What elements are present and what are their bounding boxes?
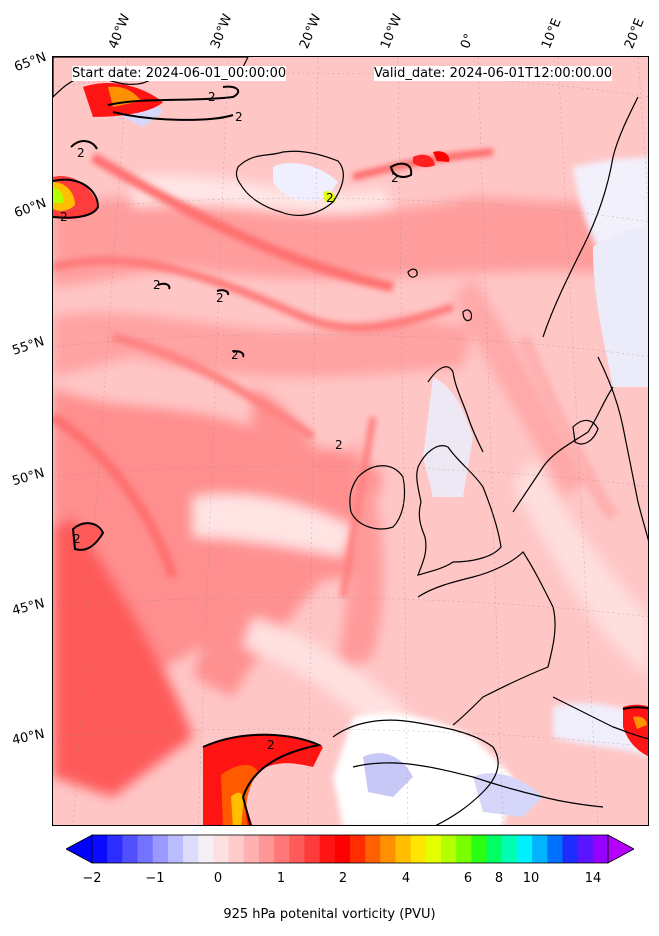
contour-label: 2 (60, 210, 68, 224)
coast-ireland (349, 465, 406, 530)
colorbar-bin (501, 835, 518, 863)
colorbar-tick: 0 (213, 871, 223, 886)
contour-label: 2 (326, 191, 334, 205)
contour-labels: 2 2 2 2 2 2 2 2 2 2 2 2 (60, 90, 399, 752)
lon-label-0: 0° (458, 31, 478, 51)
colorbar-bin (152, 835, 169, 863)
contour-label: 2 (73, 532, 81, 546)
coast-britain (416, 445, 502, 576)
coast-sweden (597, 356, 648, 542)
coast-iberia (332, 719, 499, 825)
colorbar-tick: −2 (82, 871, 102, 886)
colorbar-tick: 14 (584, 871, 602, 886)
lon-label-40w: 40°W (106, 12, 134, 51)
colorbar-bin (441, 835, 457, 863)
colorbar-bin (137, 835, 154, 863)
colorbar-bin (425, 835, 442, 863)
lat-label-50n: 50°N (10, 465, 47, 490)
lat-label-65n: 65°N (12, 49, 49, 76)
lon-label-20e: 20°E (622, 16, 648, 51)
colorbar-bin (167, 835, 184, 863)
colorbar-tick: 8 (494, 871, 504, 886)
coast-shetland (462, 309, 473, 322)
lat-label-45n: 45°N (10, 596, 47, 619)
coast-iceland (235, 150, 345, 216)
colorbar-bin (107, 835, 123, 863)
colorbar-tick: −1 (145, 871, 165, 886)
field-negative-patches (113, 92, 648, 825)
colorbar-bin (547, 835, 564, 863)
graticule (53, 57, 648, 825)
colorbar-bin (319, 835, 336, 863)
contour-label: 2 (208, 90, 216, 104)
colorbar-bin (395, 835, 412, 863)
colorbar-bin (334, 835, 351, 863)
colorbar-label: 925 hPa potenital vorticity (PVU) (223, 907, 436, 922)
coast-france (417, 551, 556, 726)
colorbar-under-arrow (66, 834, 93, 864)
contour-label: 2 (235, 110, 243, 124)
colorbar-bin (122, 835, 139, 863)
colorbar (66, 834, 634, 864)
contour-label: 2 (77, 146, 85, 160)
colorbar-bin (213, 835, 230, 863)
coast-scotland (427, 366, 484, 453)
colorbar-bin (304, 835, 321, 863)
lon-label-20w: 20°W (297, 12, 325, 51)
coast-norway (542, 96, 639, 338)
contour-label: 2 (267, 738, 275, 752)
coastlines (53, 57, 648, 825)
colorbar-bin (243, 835, 260, 863)
colorbar-bin (532, 835, 548, 863)
colorbar-over-arrow (607, 834, 634, 864)
colorbar-bin (258, 835, 275, 863)
lon-label-10w: 10°W (378, 12, 406, 51)
colorbar-bin (456, 835, 473, 863)
contour-label: 2 (231, 348, 239, 362)
contour-label: 2 (335, 438, 343, 452)
colorbar-bin (562, 835, 579, 863)
colorbar-bin (289, 835, 306, 863)
lon-label-10e: 10°E (539, 16, 565, 51)
coast-denmark (572, 419, 599, 445)
colorbar-bin (350, 835, 366, 863)
colorbar-bin (274, 835, 290, 863)
coast-north-africa (352, 762, 604, 808)
lon-label-30w: 30°W (208, 12, 236, 51)
colorbar-bin (410, 835, 427, 863)
lat-label-60n: 60°N (12, 195, 49, 222)
colorbar-tick: 4 (401, 871, 411, 886)
colorbar-bin (577, 835, 594, 863)
colorbar-bin (92, 835, 108, 863)
pv-map: 2 2 2 2 2 2 2 2 2 2 2 2 (53, 57, 648, 825)
colorbar-tick: 6 (463, 871, 473, 886)
contour-label: 2 (391, 171, 399, 185)
colorbar-bin (380, 835, 397, 863)
colorbar-bin (183, 835, 199, 863)
valid-date-text: Valid_date: 2024-06-01T12:00:00.00 (374, 66, 613, 81)
colorbar-bin (592, 835, 609, 863)
coast-north-sea-east (512, 386, 614, 513)
colorbar-tick: 1 (276, 871, 286, 886)
colorbar-bin (365, 835, 381, 863)
colorbar-bin (516, 835, 533, 863)
colorbar-bin (471, 835, 488, 863)
field-strong-areas (53, 82, 648, 825)
lat-label-40n: 40°N (10, 726, 46, 749)
colorbar-tick: 10 (522, 871, 540, 886)
contour-label: 2 (216, 291, 224, 305)
colorbar-bin (228, 835, 245, 863)
coast-faroe (407, 268, 418, 278)
contour-label: 2 (153, 278, 161, 292)
map-panel: 2 2 2 2 2 2 2 2 2 2 2 2 (52, 56, 649, 826)
lat-label-55n: 55°N (10, 334, 47, 359)
colorbar-bin (198, 835, 215, 863)
colorbar-bin (486, 835, 503, 863)
start-date-text: Start date: 2024-06-01_00:00:00 (72, 66, 287, 81)
colorbar-tick: 2 (338, 871, 348, 886)
coast-mediterranean (552, 696, 648, 740)
colorbar-frame (91, 834, 609, 864)
